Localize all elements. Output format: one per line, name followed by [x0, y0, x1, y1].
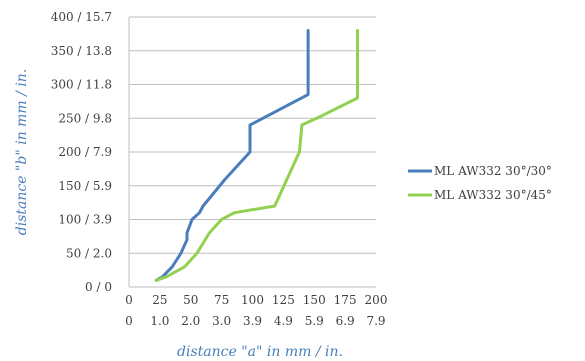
gridlines — [129, 16, 376, 254]
series-line — [154, 29, 359, 282]
y-tick-labels: 0 / 0 50 / 2.0 100 / 3.9 150 / 5.9 200 / 7.9… — [51, 10, 112, 294]
x-axis-title: distance "a" in mm / in. — [177, 344, 343, 360]
x-tick-label-inches: 6.9 — [336, 314, 355, 328]
y-tick-label: 400 / 15.7 — [51, 10, 112, 24]
series-lines — [154, 29, 359, 282]
x-tick-label-inches: 1.0 — [150, 314, 169, 328]
x-tick-label: 175 — [334, 293, 357, 307]
x-tick-label: 100 — [241, 293, 264, 307]
series-line — [154, 29, 310, 282]
y-tick-label: 350 / 13.8 — [51, 44, 112, 58]
y-tick-label: 0 / 0 — [85, 280, 112, 294]
x-tick-label: 50 — [183, 293, 198, 307]
x-tick-label-inches: 3.0 — [212, 314, 231, 328]
y-tick-label: 200 / 7.9 — [58, 145, 112, 159]
x-tick-label: 25 — [152, 293, 167, 307]
y-tick-label: 250 / 9.8 — [58, 111, 112, 125]
x-tick-label: 0 — [125, 293, 133, 307]
x-tick-label: 125 — [272, 293, 295, 307]
legend-item: ML AW332 30°/30° — [408, 164, 552, 178]
y-tick-label: 100 / 3.9 — [58, 213, 112, 227]
y-axis-title: distance "b" in mm / in. — [14, 69, 30, 236]
x-tick-label-inches: 5.9 — [305, 314, 324, 328]
x-tick-label-inches: 3.9 — [243, 314, 262, 328]
x-tick-label-inches: 7.9 — [366, 314, 385, 328]
legend-item: ML AW332 30°/45° — [408, 188, 552, 202]
axes — [128, 17, 376, 288]
x-tick-labels: 0 0 25 1.0 50 2.0 75 3.0 100 3.9 125 4.9 150 5.9 175 6.… — [125, 293, 387, 328]
legend: ML AW332 30°/30° ML AW332 30°/45° — [408, 164, 552, 202]
x-tick-label-inches: 2.0 — [181, 314, 200, 328]
x-tick-label-inches: 4.9 — [274, 314, 293, 328]
x-tick-label: 200 — [365, 293, 388, 307]
legend-label: ML AW332 30°/45° — [434, 188, 552, 202]
x-tick-label: 150 — [303, 293, 326, 307]
y-tick-label: 300 / 11.8 — [51, 78, 112, 92]
x-tick-label-inches: 0 — [125, 314, 133, 328]
legend-label: ML AW332 30°/30° — [434, 164, 552, 178]
y-tick-label: 50 / 2.0 — [66, 246, 112, 260]
x-tick-label: 75 — [214, 293, 229, 307]
y-tick-label: 150 / 5.9 — [58, 179, 112, 193]
